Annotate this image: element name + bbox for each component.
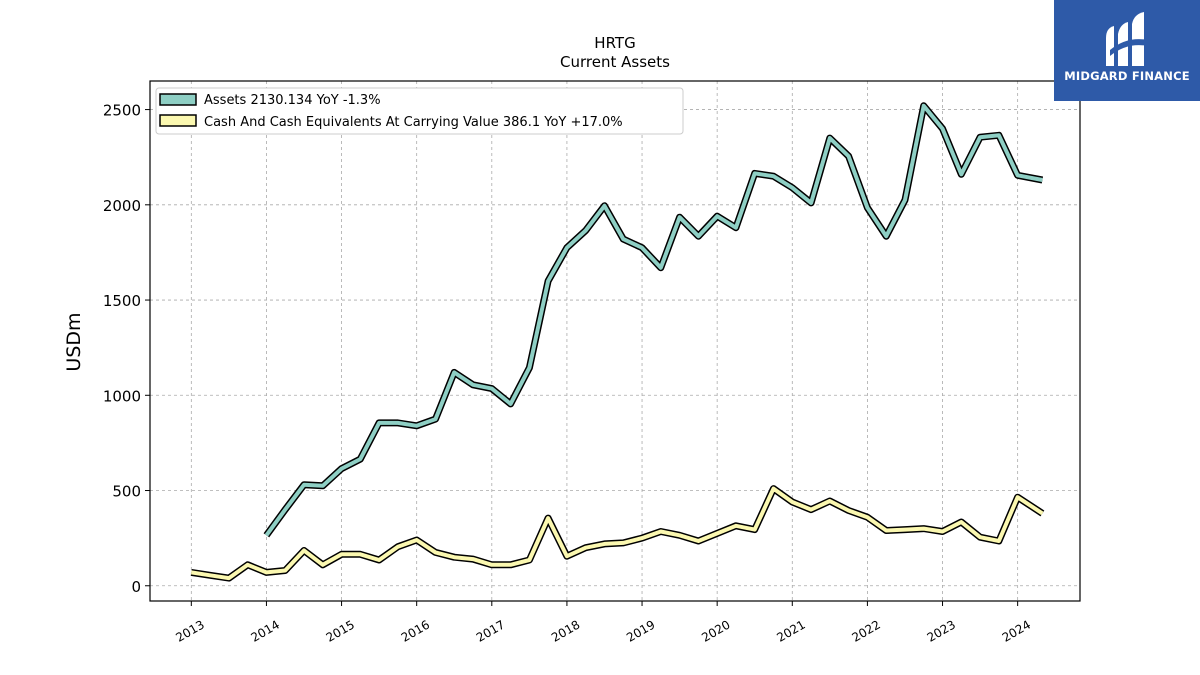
series-line <box>264 103 1043 537</box>
plot-frame <box>149 80 1081 602</box>
x-tick-label: 2016 <box>399 617 432 644</box>
legend-label-assets: Assets 2130.134 YoY -1.3% <box>204 93 381 108</box>
midgard-logo-icon <box>1106 12 1148 66</box>
series-line <box>190 486 1044 581</box>
y-tick-label: 2500 <box>103 102 141 120</box>
x-tick-label: 2021 <box>774 617 807 644</box>
x-tick-label: 2018 <box>549 617 582 644</box>
y-axis-label: USDm <box>63 312 85 371</box>
series-lines <box>190 102 1045 582</box>
legend-label-cash: Cash And Cash Equivalents At Carrying Va… <box>204 115 623 130</box>
x-tick-label: 2014 <box>248 617 281 644</box>
x-tick-label: 2022 <box>849 617 882 644</box>
series-assets <box>263 102 1044 538</box>
series-line-outline <box>190 485 1045 582</box>
y-tick-label: 1000 <box>103 387 141 405</box>
grid-lines <box>150 81 1080 601</box>
x-tick-label: 2023 <box>925 617 958 644</box>
x-tick-label: 2013 <box>173 617 206 644</box>
legend-swatch-assets <box>159 93 197 106</box>
y-tick-label: 2000 <box>103 197 141 215</box>
legend-frame <box>155 87 684 135</box>
x-tick-label: 2020 <box>699 617 732 644</box>
legend-swatch-cash <box>159 114 197 127</box>
x-tick-label: 2019 <box>624 617 657 644</box>
y-tick-label: 0 <box>131 578 141 596</box>
y-tick-label: 500 <box>112 483 141 501</box>
brand-logo: MIDGARD FINANCE <box>1054 0 1200 101</box>
x-tick-label: 2024 <box>1000 617 1033 644</box>
chart-title: HRTG <box>594 34 635 52</box>
y-tick-label: 1500 <box>103 292 141 310</box>
legend: Assets 2130.134 YoY -1.3% Cash And Cash … <box>155 87 684 135</box>
brand-name: MIDGARD FINANCE <box>1064 69 1190 83</box>
x-tick-label: 2017 <box>474 617 507 644</box>
axis-ticks: 0 500 1000 1500 2000 2500 2013 2014 2015 2016 2017… <box>103 102 1033 645</box>
chart-subtitle: Current Assets <box>560 53 670 71</box>
x-tick-label: 2015 <box>324 617 357 644</box>
series-cash <box>190 485 1045 582</box>
series-line-outline <box>263 102 1044 538</box>
